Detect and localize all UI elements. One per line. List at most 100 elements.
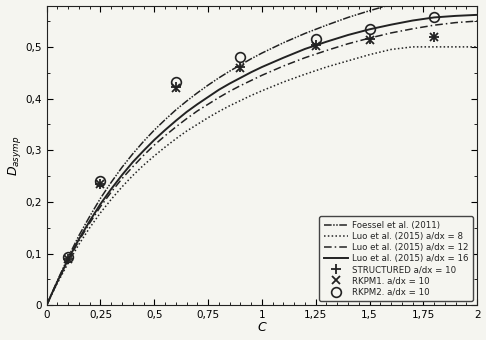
RKPM1. a/dx = 10 [431, 35, 437, 39]
Foessel et al. (2011) [248, 57, 254, 61]
Luo et al. (2015) a/dx = 12 [162, 134, 168, 138]
Foessel et al. (2011) [259, 51, 265, 55]
Luo et al. (2015) a/dx = 12 [474, 19, 480, 23]
RKPM2. a/dx = 10 [173, 80, 179, 84]
Foessel et al. (2011) [48, 293, 54, 298]
RKPM2. a/dx = 10 [366, 27, 372, 31]
Luo et al. (2015) a/dx = 16 [76, 237, 82, 241]
Line: Luo et al. (2015) a/dx = 16: Luo et al. (2015) a/dx = 16 [47, 15, 477, 305]
Luo et al. (2015) a/dx = 8 [194, 122, 200, 126]
Luo et al. (2015) a/dx = 12 [302, 56, 308, 60]
STRUCTURED a/dx = 10 [173, 85, 179, 89]
Luo et al. (2015) a/dx = 8 [108, 197, 114, 201]
Line: STRUCTURED a/dx = 10: STRUCTURED a/dx = 10 [63, 32, 439, 264]
Luo et al. (2015) a/dx = 16 [205, 95, 211, 99]
Luo et al. (2015) a/dx = 16 [54, 279, 60, 284]
Foessel et al. (2011) [65, 255, 71, 259]
Foessel et al. (2011) [140, 139, 146, 143]
Foessel et al. (2011) [410, 0, 416, 1]
STRUCTURED a/dx = 10 [65, 257, 71, 261]
X-axis label: $C$: $C$ [257, 321, 267, 335]
Line: RKPM2. a/dx = 10: RKPM2. a/dx = 10 [63, 12, 439, 261]
Luo et al. (2015) a/dx = 8 [345, 59, 351, 63]
Foessel et al. (2011) [54, 278, 60, 283]
Luo et al. (2015) a/dx = 16 [248, 70, 254, 74]
Luo et al. (2015) a/dx = 8 [76, 242, 82, 246]
Luo et al. (2015) a/dx = 16 [48, 293, 54, 298]
Luo et al. (2015) a/dx = 16 [194, 102, 200, 106]
Foessel et al. (2011) [194, 91, 200, 95]
Luo et al. (2015) a/dx = 16 [410, 18, 416, 22]
Luo et al. (2015) a/dx = 8 [324, 65, 330, 69]
RKPM2. a/dx = 10 [65, 255, 71, 259]
Foessel et al. (2011) [324, 23, 330, 27]
Luo et al. (2015) a/dx = 12 [48, 293, 54, 298]
Luo et al. (2015) a/dx = 8 [259, 89, 265, 93]
Luo et al. (2015) a/dx = 16 [98, 202, 104, 206]
Luo et al. (2015) a/dx = 12 [108, 190, 114, 194]
Luo et al. (2015) a/dx = 8 [388, 47, 394, 51]
Luo et al. (2015) a/dx = 12 [238, 84, 243, 88]
Luo et al. (2015) a/dx = 16 [173, 119, 179, 123]
Luo et al. (2015) a/dx = 12 [324, 49, 330, 53]
Luo et al. (2015) a/dx = 16 [44, 303, 50, 307]
Luo et al. (2015) a/dx = 8 [216, 109, 222, 114]
Foessel et al. (2011) [205, 83, 211, 87]
Line: RKPM1. a/dx = 10: RKPM1. a/dx = 10 [64, 33, 438, 263]
Foessel et al. (2011) [366, 9, 372, 13]
Luo et al. (2015) a/dx = 12 [65, 258, 71, 262]
Luo et al. (2015) a/dx = 12 [226, 89, 232, 94]
Foessel et al. (2011) [44, 303, 50, 307]
RKPM1. a/dx = 10 [98, 182, 104, 186]
Foessel et al. (2011) [238, 63, 243, 67]
RKPM2. a/dx = 10 [98, 179, 104, 183]
Luo et al. (2015) a/dx = 16 [65, 257, 71, 261]
Line: Foessel et al. (2011): Foessel et al. (2011) [47, 0, 477, 305]
Luo et al. (2015) a/dx = 12 [345, 42, 351, 46]
Luo et al. (2015) a/dx = 8 [98, 211, 104, 215]
Luo et al. (2015) a/dx = 12 [194, 109, 200, 113]
Luo et al. (2015) a/dx = 12 [140, 153, 146, 157]
Luo et al. (2015) a/dx = 8 [48, 294, 54, 298]
Luo et al. (2015) a/dx = 8 [226, 104, 232, 108]
Luo et al. (2015) a/dx = 12 [248, 79, 254, 83]
Foessel et al. (2011) [76, 234, 82, 238]
Luo et al. (2015) a/dx = 16 [302, 47, 308, 51]
RKPM2. a/dx = 10 [313, 37, 319, 41]
Luo et al. (2015) a/dx = 16 [474, 13, 480, 17]
RKPM1. a/dx = 10 [238, 66, 243, 70]
Luo et al. (2015) a/dx = 16 [280, 56, 286, 60]
RKPM1. a/dx = 10 [366, 38, 372, 42]
Luo et al. (2015) a/dx = 12 [410, 27, 416, 31]
STRUCTURED a/dx = 10 [238, 65, 243, 69]
Luo et al. (2015) a/dx = 12 [54, 280, 60, 284]
Luo et al. (2015) a/dx = 16 [324, 40, 330, 44]
Luo et al. (2015) a/dx = 12 [151, 143, 157, 147]
Foessel et al. (2011) [302, 31, 308, 35]
Luo et al. (2015) a/dx = 16 [431, 15, 437, 19]
Luo et al. (2015) a/dx = 16 [259, 65, 265, 69]
Foessel et al. (2011) [130, 152, 136, 156]
Luo et al. (2015) a/dx = 8 [431, 45, 437, 49]
Luo et al. (2015) a/dx = 12 [119, 176, 125, 181]
Legend: Foessel et al. (2011), Luo et al. (2015) a/dx = 8, Luo et al. (2015) a/dx = 12, : Foessel et al. (2011), Luo et al. (2015)… [319, 216, 473, 301]
Foessel et al. (2011) [345, 15, 351, 19]
Luo et al. (2015) a/dx = 8 [130, 173, 136, 177]
Y-axis label: $D_{asymp}$: $D_{asymp}$ [5, 135, 22, 175]
Luo et al. (2015) a/dx = 16 [119, 173, 125, 177]
Foessel et al. (2011) [280, 41, 286, 45]
Luo et al. (2015) a/dx = 12 [130, 165, 136, 169]
Foessel et al. (2011) [184, 99, 190, 103]
Luo et al. (2015) a/dx = 8 [173, 137, 179, 141]
RKPM2. a/dx = 10 [431, 15, 437, 19]
Luo et al. (2015) a/dx = 12 [98, 204, 104, 208]
Luo et al. (2015) a/dx = 16 [184, 110, 190, 114]
Luo et al. (2015) a/dx = 16 [345, 33, 351, 37]
Luo et al. (2015) a/dx = 16 [238, 76, 243, 80]
Luo et al. (2015) a/dx = 12 [431, 23, 437, 27]
Luo et al. (2015) a/dx = 12 [366, 36, 372, 40]
Luo et al. (2015) a/dx = 16 [108, 187, 114, 191]
Foessel et al. (2011) [151, 128, 157, 132]
Luo et al. (2015) a/dx = 8 [65, 261, 71, 265]
Luo et al. (2015) a/dx = 12 [76, 239, 82, 243]
